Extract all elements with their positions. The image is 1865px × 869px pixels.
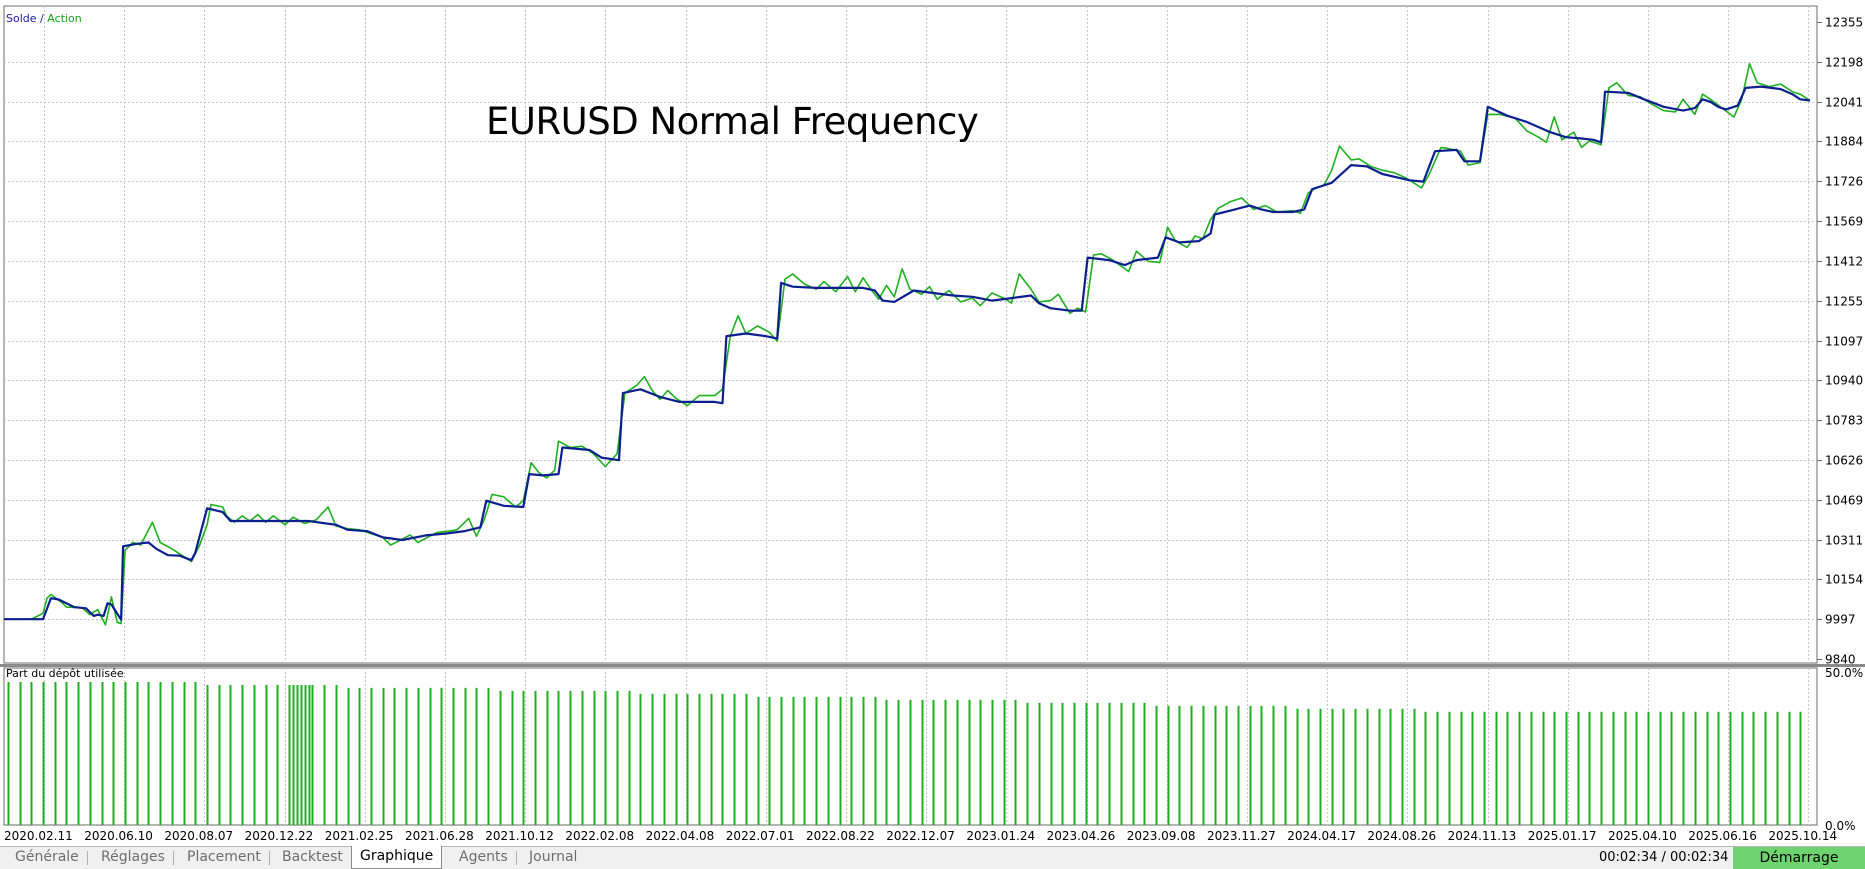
- tester-tab-bar: Générale Réglages Placement Backtest Gra…: [0, 846, 1865, 869]
- x-tick-label: 2025.01.17: [1528, 829, 1597, 843]
- elapsed-timer: 00:02:34 / 00:02:34: [1599, 850, 1729, 865]
- x-tick-label: 2021.10.12: [485, 829, 554, 843]
- x-tick-label: 2023.01.24: [966, 829, 1035, 843]
- x-tick-label: 2022.08.22: [806, 829, 875, 843]
- chart-title: EURUSD Normal Frequency: [486, 100, 979, 143]
- y-tick-label: 10311: [1825, 534, 1863, 548]
- x-tick-label: 2023.09.08: [1127, 829, 1196, 843]
- tab-general[interactable]: Générale: [7, 847, 88, 868]
- x-tick-label: 2023.11.27: [1207, 829, 1276, 843]
- chart-legend: Solde / Action: [6, 12, 82, 25]
- x-tick-label: 2020.12.22: [245, 829, 314, 843]
- x-tick-label: 2021.02.25: [325, 829, 394, 843]
- start-button[interactable]: Démarrage: [1733, 847, 1865, 869]
- tab-journal[interactable]: Journal: [529, 849, 578, 865]
- tester-chart: 9840 9997 10154 10311 10469 10626 10783 10940 11…: [0, 5, 1865, 843]
- y-tick-label: 12198: [1825, 56, 1863, 70]
- x-tick-label: 2022.02.08: [565, 829, 634, 843]
- balance-line: [4, 85, 1811, 621]
- y-tick-label: 11412: [1825, 255, 1863, 269]
- x-tick-label: 2024.08.26: [1367, 829, 1436, 843]
- y-tick-label: 10626: [1825, 454, 1863, 468]
- y-tick-label: 10783: [1825, 414, 1863, 428]
- sub-y-tick-label: 0.0%: [1825, 819, 1856, 833]
- y-tick-label: 10940: [1825, 374, 1863, 388]
- x-tick-label: 2024.11.13: [1448, 829, 1517, 843]
- legend-equity: Action: [47, 12, 82, 25]
- tab-placement[interactable]: Placement: [179, 847, 270, 868]
- y-tick-label: 10154: [1825, 573, 1863, 587]
- x-tick-label: 2020.02.11: [4, 829, 73, 843]
- equity-line: [4, 62, 1811, 626]
- tab-backtest[interactable]: Backtest: [282, 849, 343, 865]
- chart-canvas: 9840 9997 10154 10311 10469 10626 10783 10940 11…: [0, 5, 1865, 843]
- x-tick-label: 2025.06.16: [1688, 829, 1757, 843]
- legend-separator: /: [36, 12, 48, 25]
- x-tick-label: 2022.07.01: [726, 829, 795, 843]
- y-tick-label: 11569: [1825, 215, 1863, 229]
- x-tick-label: 2025.10.14: [1768, 829, 1837, 843]
- legend-balance: Solde: [6, 12, 37, 25]
- x-tick-label: 2025.04.10: [1608, 829, 1677, 843]
- deposit-usage-label: Part du dépôt utilisée: [6, 667, 124, 680]
- x-tick-label: 2020.06.10: [84, 829, 153, 843]
- y-tick-label: 9840: [1825, 653, 1856, 667]
- y-tick-label: 12041: [1825, 96, 1863, 110]
- tab-chart[interactable]: Graphique: [351, 846, 443, 869]
- y-tick-label: 11255: [1825, 295, 1863, 309]
- y-tick-label: 11884: [1825, 135, 1863, 149]
- y-tick-label: 12355: [1825, 16, 1863, 30]
- x-tick-label: 2022.12.07: [886, 829, 955, 843]
- y-tick-label: 10469: [1825, 494, 1863, 508]
- tab-agents[interactable]: Agents: [451, 847, 517, 868]
- tab-settings[interactable]: Réglages: [93, 847, 174, 868]
- sub-y-tick-label: 50.0%: [1825, 666, 1863, 680]
- y-tick-label: 11097: [1825, 335, 1863, 349]
- y-tick-label: 9997: [1825, 613, 1856, 627]
- x-tick-label: 2023.04.26: [1047, 829, 1116, 843]
- x-tick-label: 2020.08.07: [164, 829, 233, 843]
- x-tick-label: 2024.04.17: [1287, 829, 1356, 843]
- y-tick-label: 11726: [1825, 175, 1863, 189]
- x-tick-label: 2021.06.28: [405, 829, 474, 843]
- main-plot-frame: [3, 5, 1818, 664]
- x-tick-label: 2022.04.08: [646, 829, 715, 843]
